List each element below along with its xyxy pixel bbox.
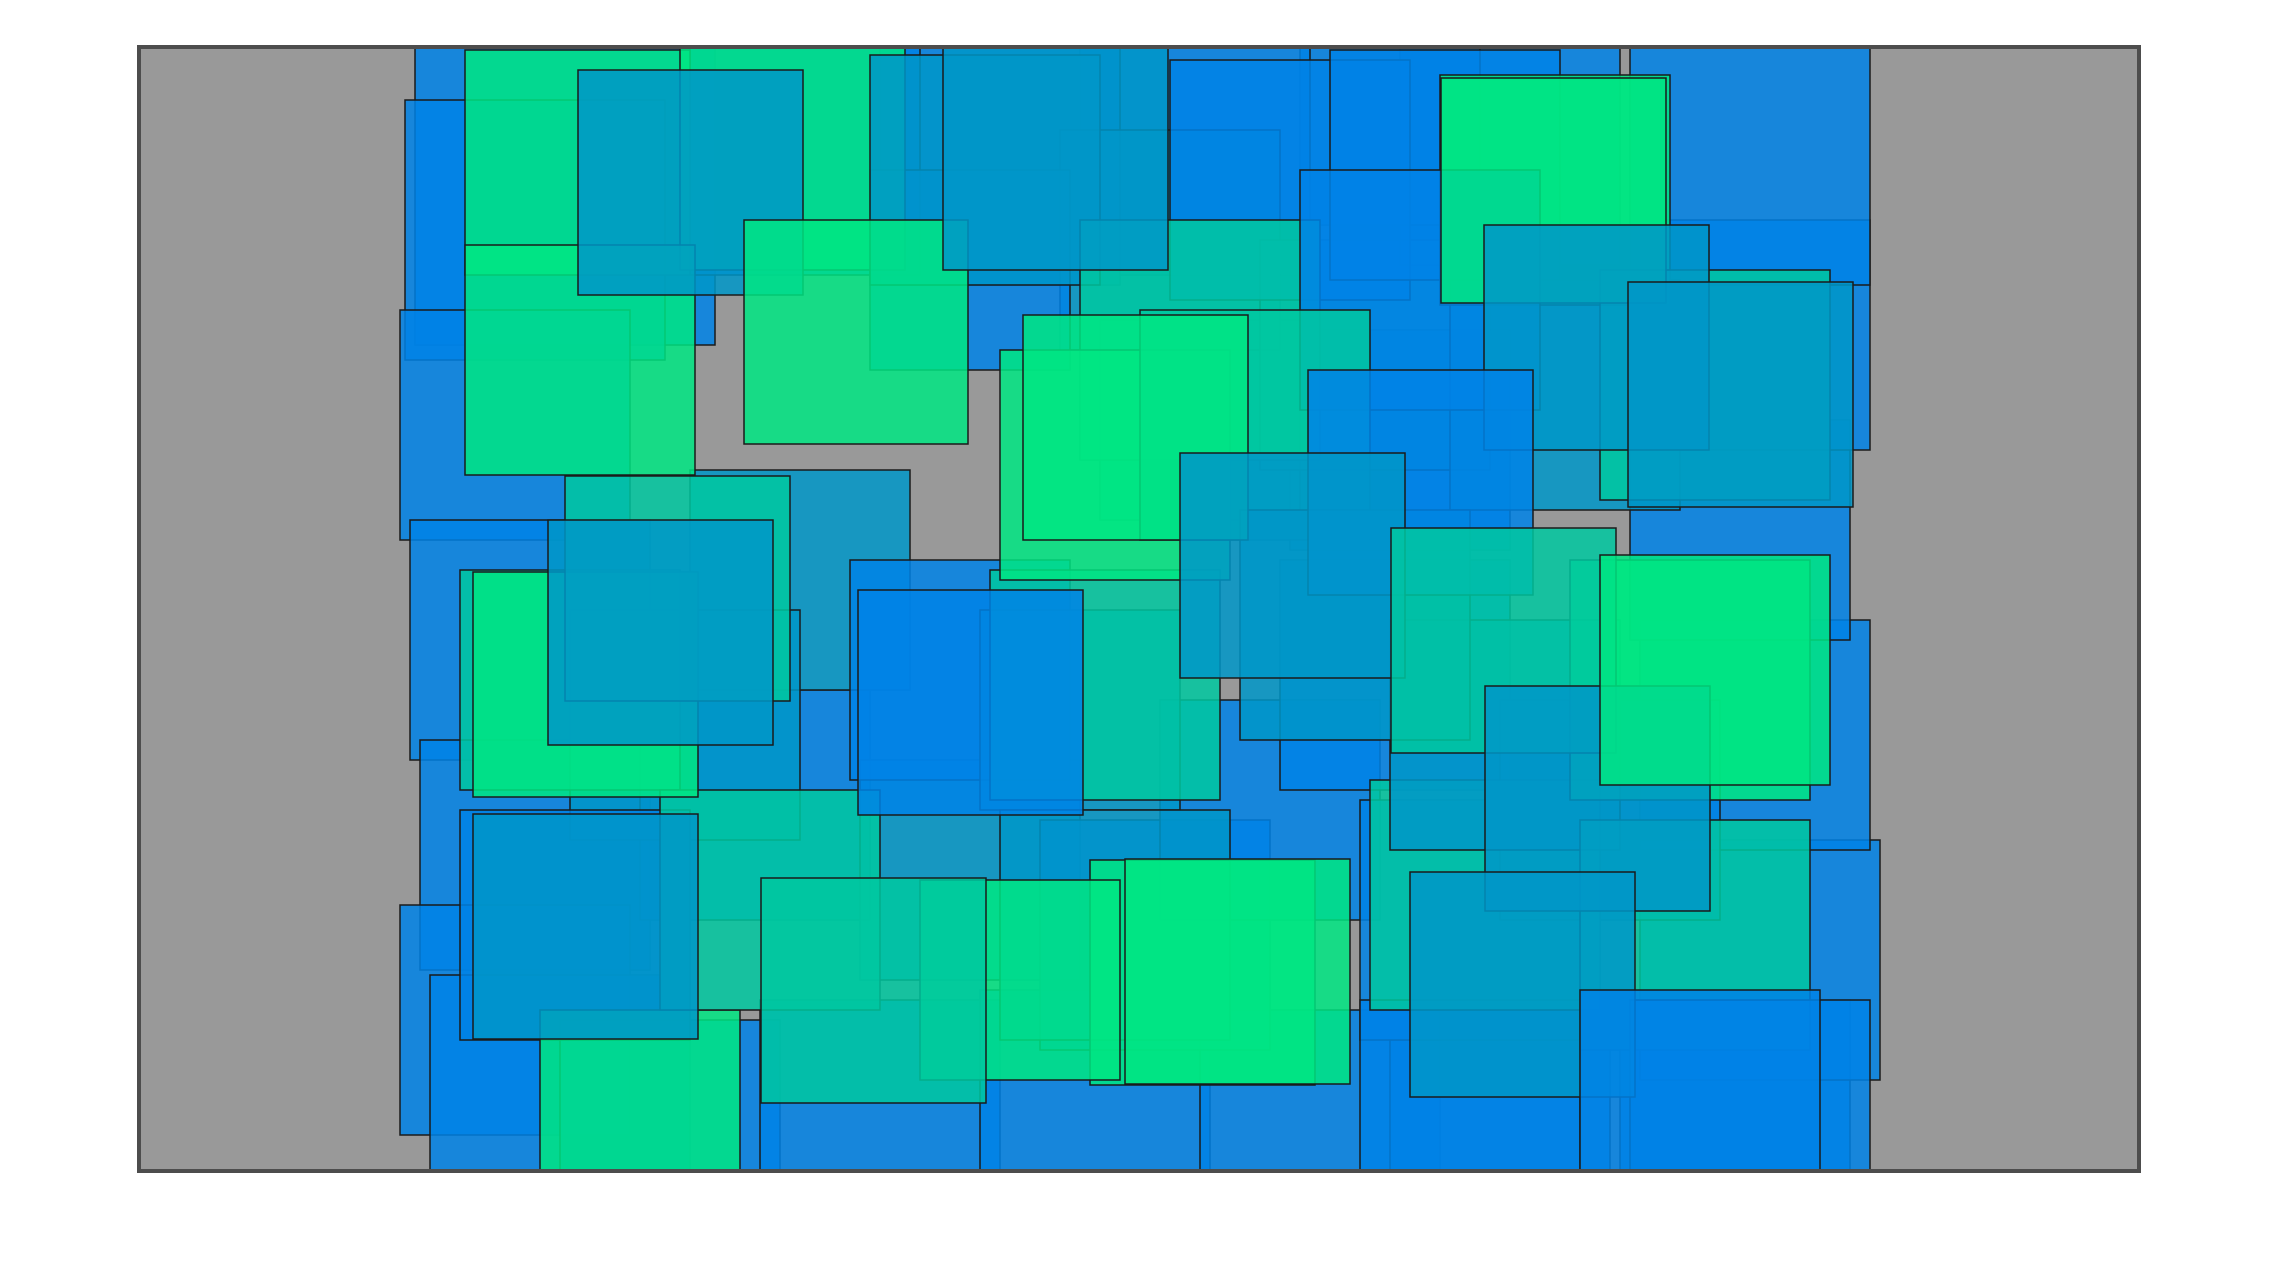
square-50 xyxy=(539,1009,741,1171)
square-81 xyxy=(472,813,699,1040)
square-85 xyxy=(1579,989,1821,1171)
square-76 xyxy=(1179,452,1406,679)
square-69 xyxy=(743,219,969,445)
square-79 xyxy=(857,589,1084,816)
squares-layer xyxy=(399,47,1881,1171)
square-88 xyxy=(1599,554,1831,786)
square-73 xyxy=(1627,281,1854,508)
square-87 xyxy=(547,519,774,746)
square-83 xyxy=(1124,858,1351,1085)
square-70 xyxy=(942,47,1169,271)
square-82 xyxy=(760,877,987,1104)
axes-frame xyxy=(137,45,2141,1173)
